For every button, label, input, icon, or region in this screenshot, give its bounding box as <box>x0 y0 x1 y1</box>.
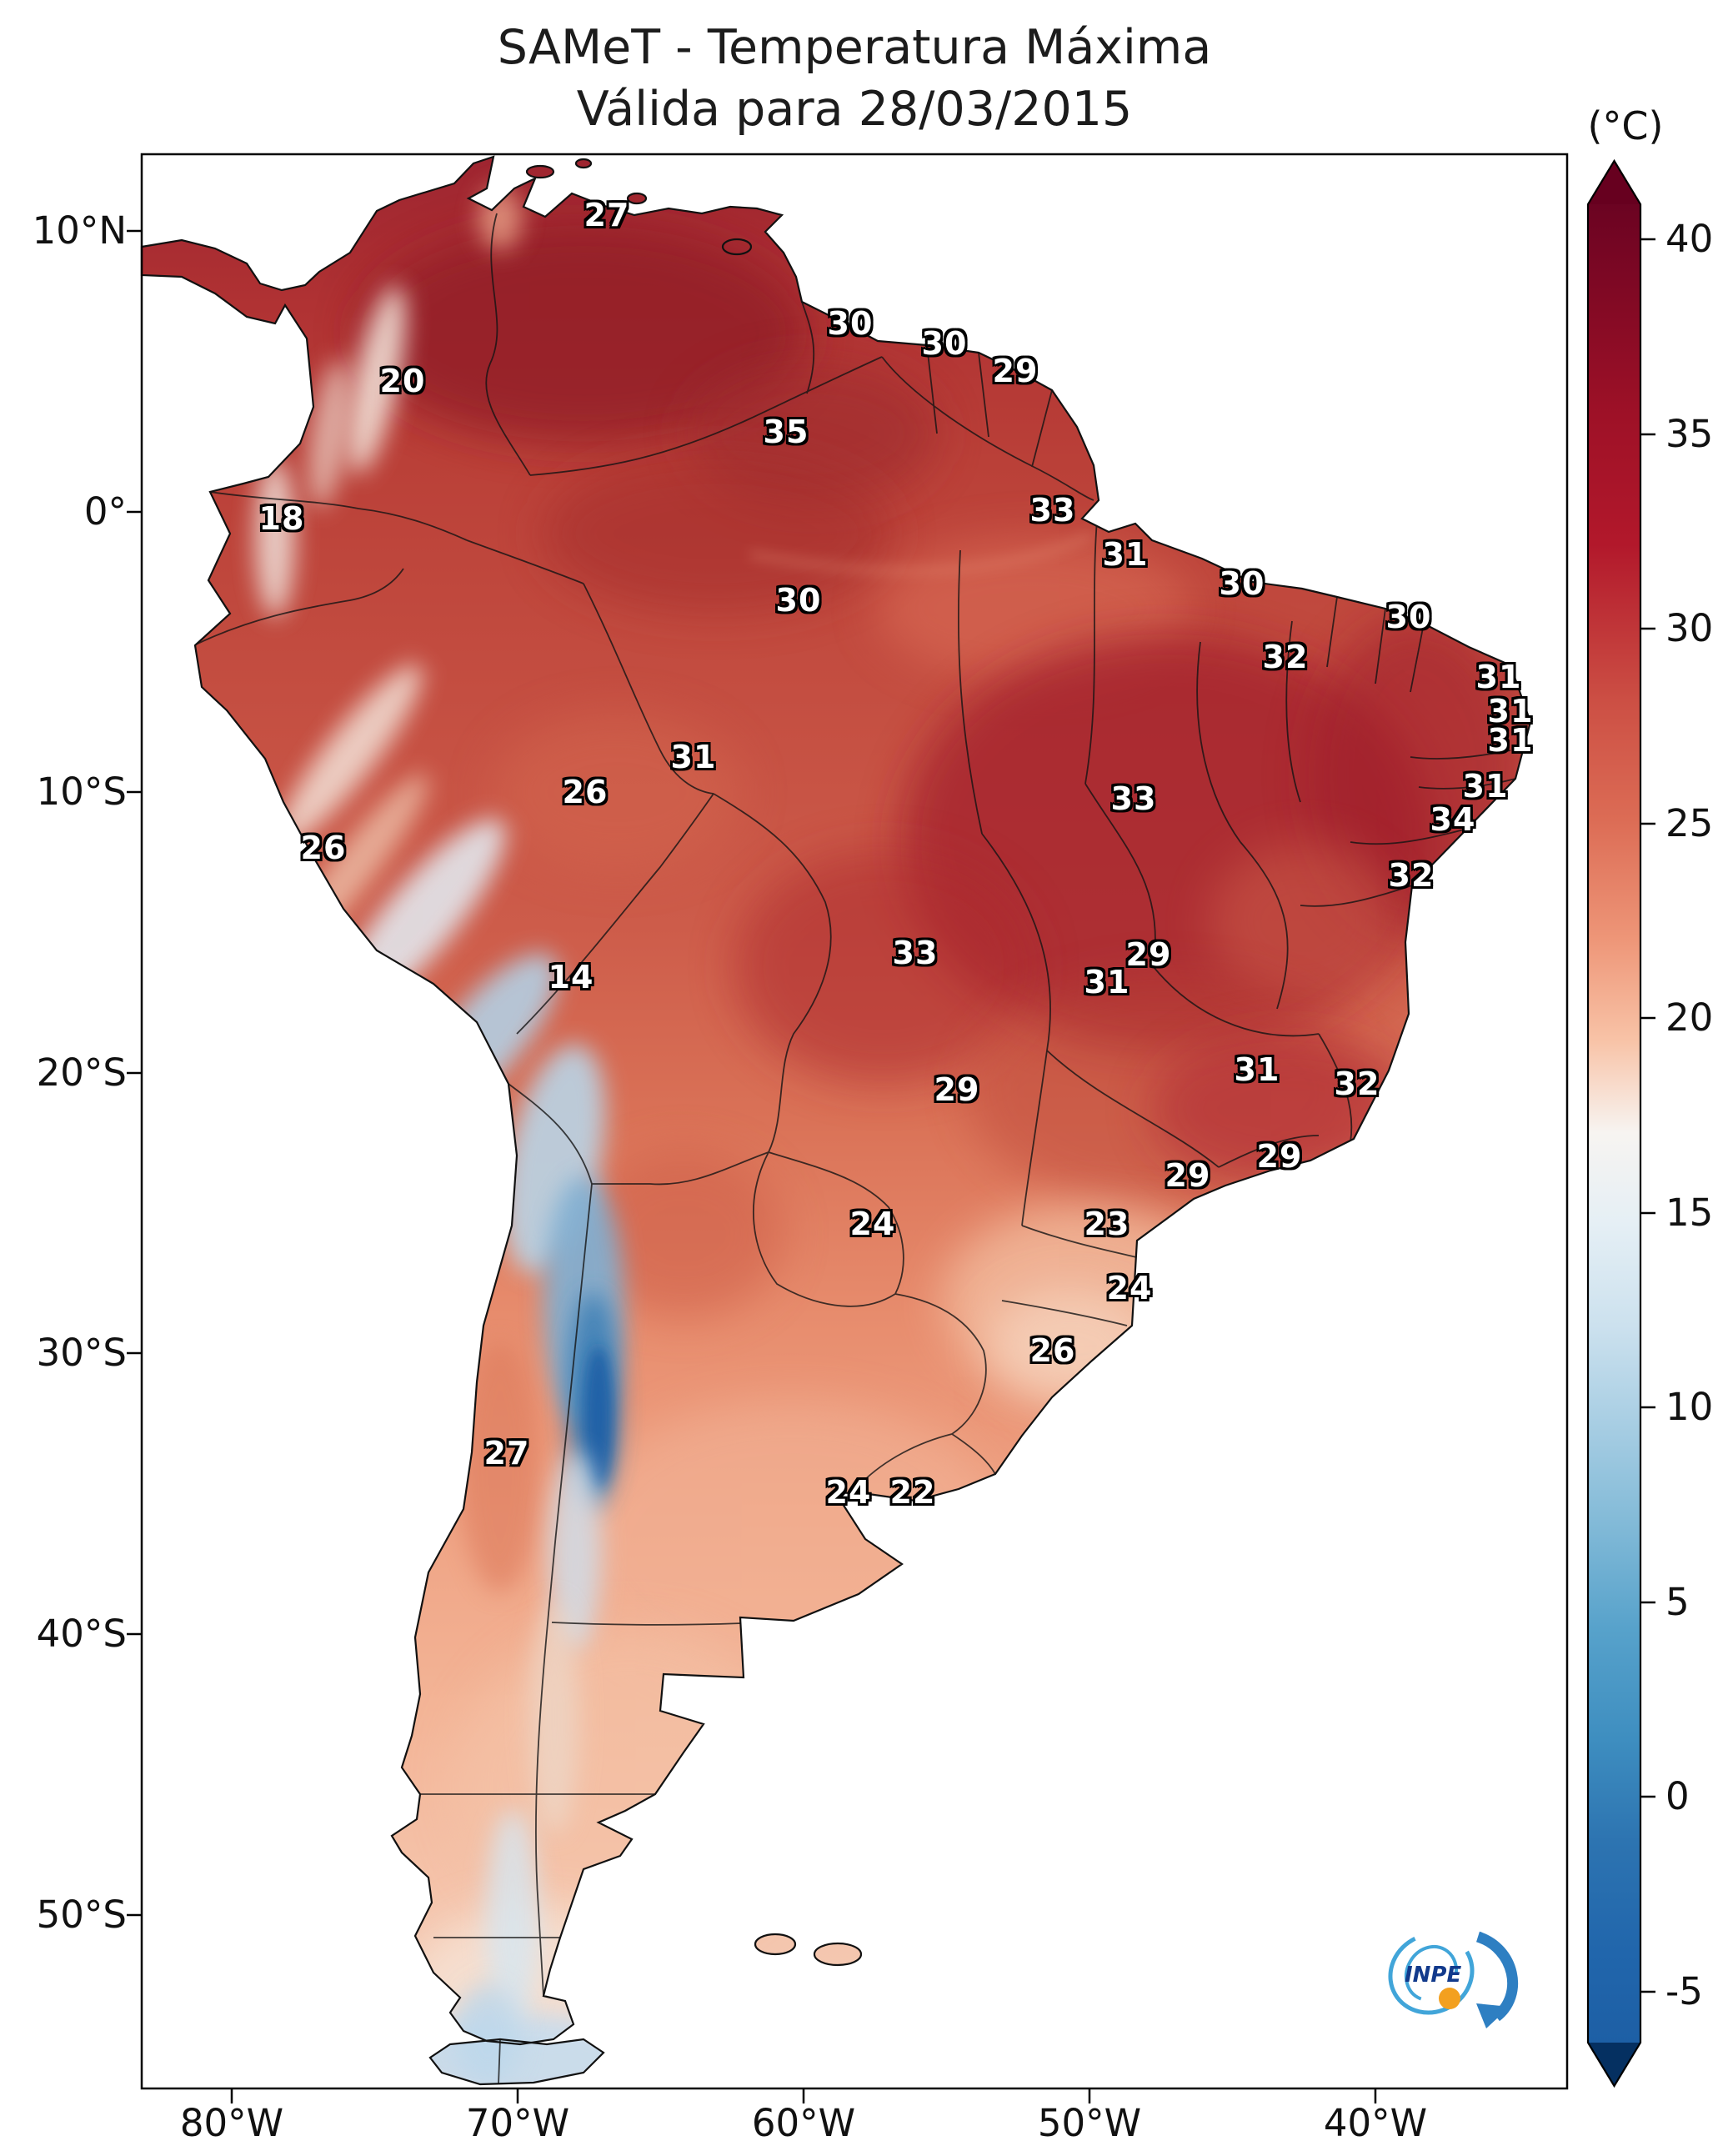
plot-frame <box>140 153 1569 2090</box>
lon-tick-label: 40°W <box>1323 2101 1428 2145</box>
lat-tick-label: 0° <box>83 489 127 534</box>
lat-tick-label: 20°S <box>36 1050 127 1095</box>
lat-tick-label: 40°S <box>36 1612 127 1656</box>
lat-tick-label: 50°S <box>36 1893 127 1937</box>
lon-tick-label: 70°W <box>465 2101 570 2145</box>
coastline <box>140 155 1532 2086</box>
colorbar-ticks <box>1640 238 1655 1993</box>
figure-title: SAMeT - Temperatura Máxima <box>497 20 1212 75</box>
inpe-logo-dot <box>1439 1988 1460 2009</box>
lat-tick-label: 10°S <box>36 770 127 814</box>
colorbar-tick-label: 15 <box>1665 1191 1714 1235</box>
colorbar-tick-label: 20 <box>1665 995 1714 1040</box>
colorbar <box>1586 158 1655 2088</box>
colorbar-tick-label: 5 <box>1665 1580 1690 1624</box>
lat-tick-label: 30°S <box>36 1331 127 1375</box>
colorbar-tick-label: -5 <box>1665 1969 1703 2013</box>
lon-tick-label: 80°W <box>179 2101 284 2145</box>
figure-subtitle: Válida para 28/03/2015 <box>576 82 1133 137</box>
lon-tick-label: 50°W <box>1037 2101 1142 2145</box>
inpe-logo-text: INPE <box>1405 1963 1461 1988</box>
colorbar-tick-label: 10 <box>1665 1385 1714 1429</box>
lon-tick-label: 60°W <box>751 2101 856 2145</box>
inpe-logo: INPE <box>1388 1931 1519 2028</box>
colorbar-tick-label: 35 <box>1665 412 1714 456</box>
lat-tick-label: 10°N <box>32 208 127 253</box>
colorbar-tick-label: 25 <box>1665 801 1714 845</box>
colorbar-tick-label: 40 <box>1665 217 1714 261</box>
colorbar-unit-label: (°C) <box>1587 103 1664 148</box>
political-borders <box>195 213 1516 2084</box>
colorbar-tick-label: 30 <box>1665 606 1714 650</box>
axis-ticks <box>127 229 1377 2103</box>
colorbar-tick-label: 0 <box>1665 1774 1690 1818</box>
inpe-logo-arrowhead <box>1476 2003 1510 2028</box>
